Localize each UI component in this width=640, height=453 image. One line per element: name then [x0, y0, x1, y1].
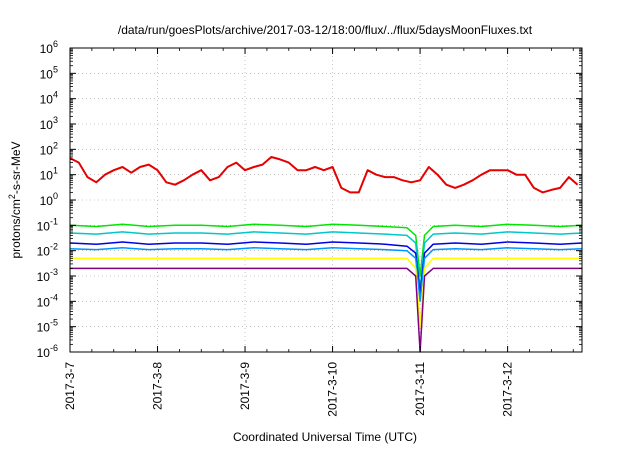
x-tick-label: 2017-3-10	[326, 362, 340, 417]
y-axis-title: protons/cm2-s-sr-MeV	[7, 141, 23, 258]
tick-layer: 10-610-510-410-310-210-11001011021031041…	[37, 39, 582, 417]
y-tick-label-base: 10	[40, 67, 54, 81]
y-tick-label: 10-2	[37, 242, 58, 259]
y-tick-label-base: 10	[40, 143, 54, 157]
grid-layer	[69, 47, 582, 353]
y-tick-label-exponent: -6	[50, 343, 58, 353]
y-tick-label-exponent: 2	[53, 140, 58, 150]
y-axis-title-rest: -s-sr-MeV	[9, 141, 23, 194]
y-tick-label: 10-1	[37, 216, 58, 233]
y-tick-label-exponent: -1	[50, 216, 58, 226]
y-tick-label: 106	[40, 39, 58, 56]
x-tick-label: 2017-3-12	[501, 362, 515, 417]
y-tick-label: 103	[40, 115, 58, 132]
y-tick-label-base: 10	[37, 295, 51, 309]
y-tick-label-base: 10	[40, 93, 54, 107]
x-tick-label: 2017-3-9	[238, 362, 252, 410]
x-tick-label: 2017-3-11	[413, 362, 427, 416]
series-line-1	[69, 156, 579, 194]
series-line-4	[69, 241, 583, 295]
y-tick-label-base: 10	[37, 245, 51, 259]
y-tick-label-base: 10	[37, 346, 51, 360]
y-tick-label: 104	[40, 90, 58, 107]
y-tick-label-exponent: -4	[50, 292, 58, 302]
series-layer	[69, 156, 583, 353]
y-tick-label: 10-5	[37, 318, 58, 335]
y-tick-label-exponent: 3	[53, 115, 58, 125]
y-tick-label-base: 10	[37, 219, 51, 233]
y-tick-label-exponent: 0	[53, 191, 58, 201]
y-tick-label-base: 10	[37, 321, 51, 335]
y-tick-label-exponent: -5	[50, 318, 58, 328]
y-tick-label-base: 10	[37, 270, 51, 284]
y-tick-label-exponent: -3	[50, 267, 58, 277]
y-tick-label-base: 10	[40, 169, 54, 183]
x-axis-title: Coordinated Universal Time (UTC)	[233, 430, 417, 444]
y-tick-label: 102	[40, 140, 58, 157]
chart-title: /data/run/goesPlots/archive/2017-03-12/1…	[118, 23, 533, 37]
y-tick-label-exponent: 6	[53, 39, 58, 49]
plot-frame	[69, 47, 583, 353]
y-tick-label: 101	[40, 166, 58, 183]
y-tick-label-exponent: 4	[53, 90, 58, 100]
series-line-6	[70, 257, 582, 328]
y-tick-label-exponent: -2	[50, 242, 58, 252]
series-line-2	[69, 223, 583, 277]
series-line-3	[69, 231, 583, 290]
series-line-5	[69, 247, 583, 303]
y-axis-title-superscript: 2	[7, 194, 17, 199]
x-tick-label: 2017-3-8	[151, 362, 165, 410]
y-tick-label: 10-4	[37, 292, 58, 309]
y-tick-label: 100	[40, 191, 58, 208]
y-tick-label: 10-3	[37, 267, 58, 284]
y-tick-label-exponent: 5	[53, 64, 58, 74]
y-tick-label: 105	[40, 64, 58, 81]
y-tick-label-base: 10	[40, 194, 54, 208]
y-tick-label-exponent: 1	[53, 166, 58, 176]
y-tick-label-base: 10	[40, 118, 54, 132]
y-tick-label: 10-6	[37, 343, 58, 360]
x-tick-label: 2017-3-7	[63, 362, 77, 410]
y-axis-title-main: protons/cm	[9, 199, 23, 258]
series-line-7	[70, 267, 582, 353]
y-tick-label-base: 10	[40, 42, 54, 56]
